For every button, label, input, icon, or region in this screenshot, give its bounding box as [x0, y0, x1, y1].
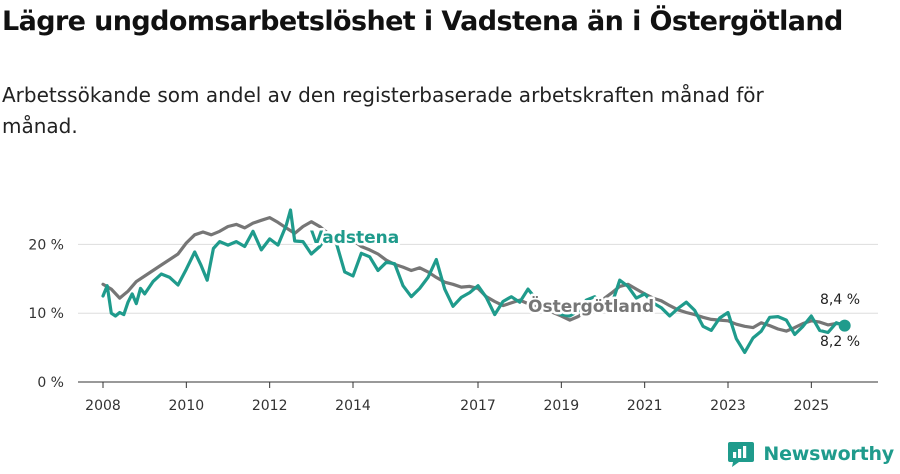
vadstena-end-point — [838, 319, 851, 332]
newsworthy-logo: Newsworthy — [727, 440, 894, 468]
x-tick-label: 2021 — [627, 398, 663, 414]
x-tick-label: 2017 — [460, 398, 496, 414]
end-value-vadstena: 8,2 % — [820, 334, 860, 350]
x-tick-label: 2023 — [710, 398, 746, 414]
x-tick-label: 2008 — [85, 398, 121, 414]
gridlines — [78, 243, 878, 314]
newsworthy-logo-icon — [728, 442, 755, 467]
y-tick-label: 10 % — [28, 306, 64, 322]
end-value-ostergotland: 8,4 % — [820, 292, 860, 308]
series-label-vadstena: Vadstena — [310, 228, 399, 248]
x-tick-label: 2019 — [544, 398, 580, 414]
y-tick-label: 20 % — [28, 237, 64, 253]
series-line-vadstena — [101, 208, 847, 354]
x-tick-label: 2012 — [252, 398, 288, 414]
annotations: Vadstena Östergötland 8,4 % 8,2 % — [308, 226, 861, 351]
series-lines — [101, 208, 847, 354]
x-tick-label: 2014 — [335, 398, 371, 414]
y-tick-label: 0 % — [37, 375, 64, 391]
x-tick-label: 2010 — [169, 398, 205, 414]
series-line--sterg-tland — [101, 216, 847, 333]
chart-title: Lägre ungdomsarbetslöshet i Vadstena än … — [2, 6, 843, 37]
brand-name: Newsworthy — [763, 443, 894, 465]
x-tick-label: 2025 — [794, 398, 830, 414]
axes: 0 % 10 % 20 % 2008 2010 2012 2014 2017 2019 2021 2… — [28, 237, 878, 414]
chart-subtitle: Arbetssökande som andel av den registerb… — [2, 83, 764, 138]
series-label-ostergotland: Östergötland — [528, 295, 654, 317]
